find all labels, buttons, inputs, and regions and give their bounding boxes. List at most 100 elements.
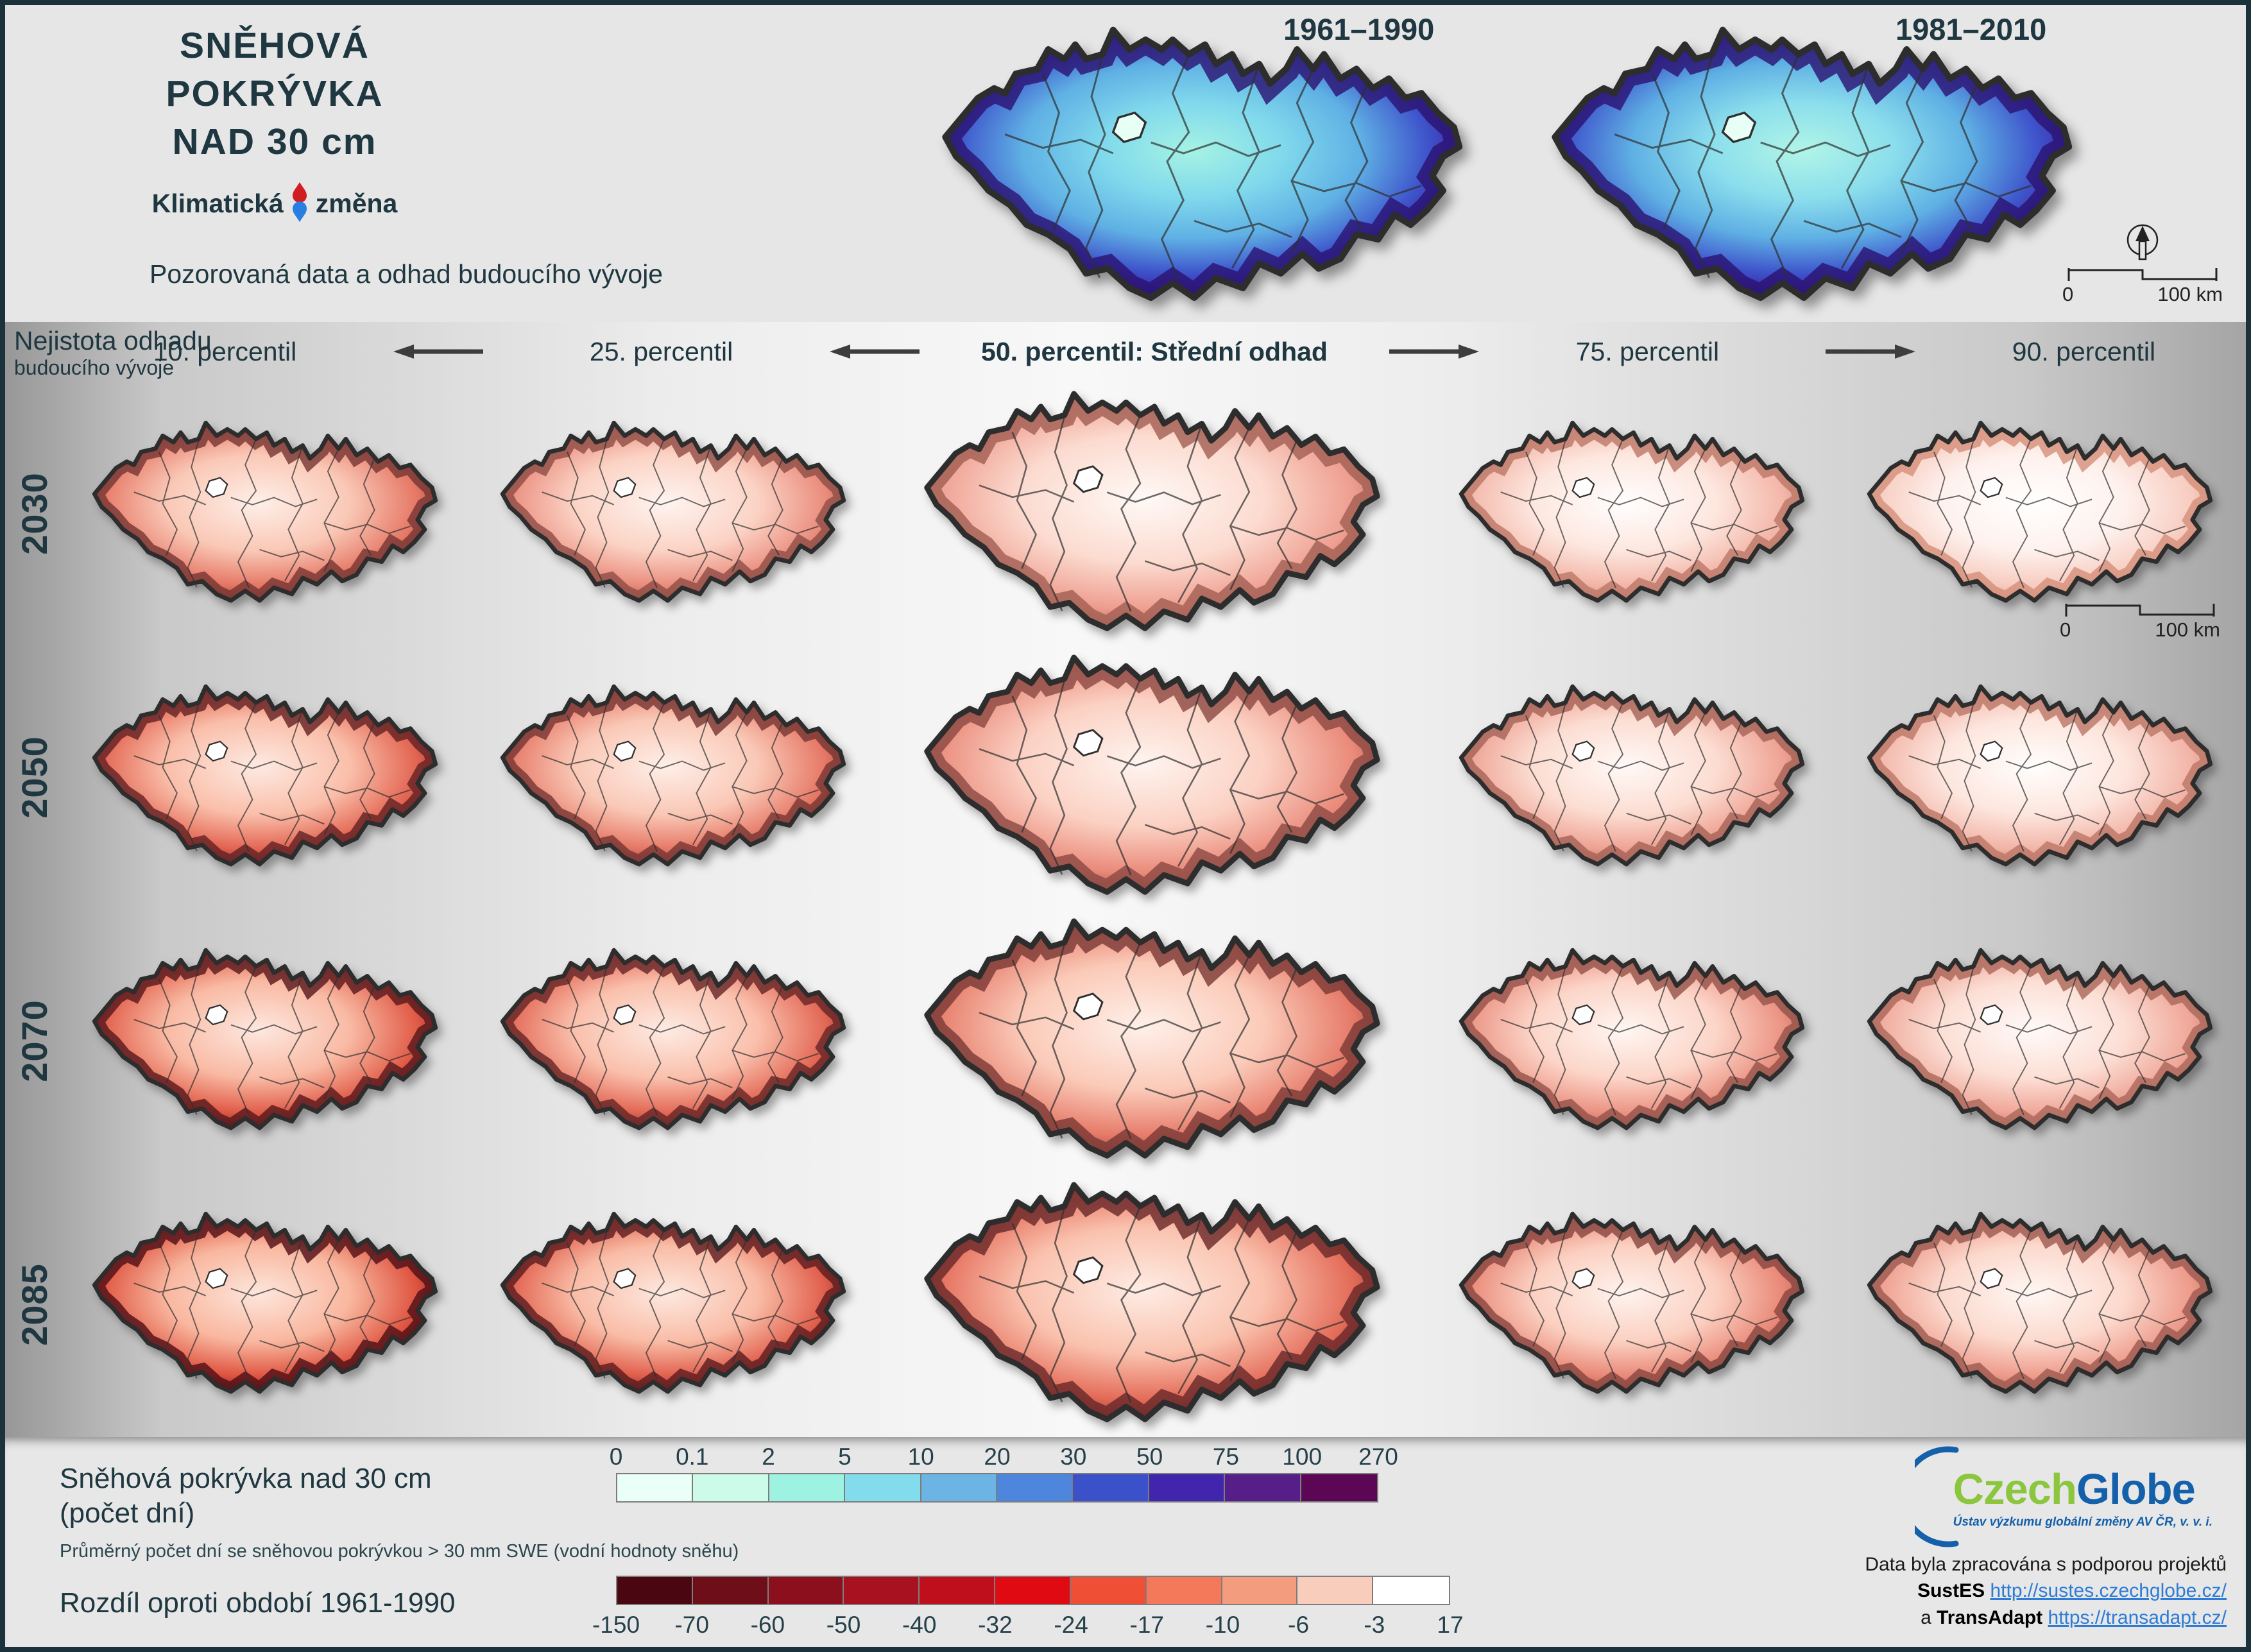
tick-label: -32 — [978, 1612, 1013, 1638]
snow-colorbar — [616, 1473, 1378, 1503]
arrow-right-icon — [1389, 345, 1480, 359]
color-segment — [1297, 1577, 1374, 1604]
credits-line1: Data byla zpracována s podporou projektů — [1865, 1554, 2227, 1575]
czechglobe-arc-icon — [1914, 1446, 1959, 1547]
page-title-line1: SNĚHOVÁ POKRÝVKA — [166, 25, 384, 115]
tick-label: 0 — [609, 1443, 623, 1470]
tick-label: 20 — [984, 1443, 1011, 1470]
tick-label: 2 — [762, 1443, 775, 1470]
czechglobe-word1: Czech — [1953, 1465, 2077, 1513]
arrow-right-icon — [1826, 345, 1916, 359]
scalebar-grid: 0 100 km — [2060, 603, 2220, 642]
transadapt-label: TransAdapt — [1937, 1606, 2043, 1628]
header: SNĚHOVÁ POKRÝVKA NAD 30 cm Klimatická zm… — [5, 5, 2246, 322]
map-1981-2010 — [1544, 15, 2085, 318]
czech-map-2085-75-percentil — [1459, 1211, 1805, 1394]
color-segment — [997, 1474, 1074, 1501]
percentile-arrow — [387, 343, 499, 360]
czech-map-2030-75-percentil — [1459, 420, 1805, 603]
sustes-link[interactable]: http://sustes.czechglobe.cz/ — [1990, 1580, 2227, 1602]
uncertainty-line1: Nejistota odhadu — [14, 326, 212, 355]
year-label-2050: 2050 — [13, 736, 55, 819]
row-label-cell: 2030 — [5, 381, 63, 646]
drop-icon — [290, 181, 309, 226]
snow-legend-title-line2: (počet dní) — [60, 1497, 195, 1529]
tick-label: 30 — [1060, 1443, 1087, 1470]
diff-legend-title: Rozdíl oproti období 1961-1990 — [60, 1587, 456, 1619]
color-segment — [995, 1577, 1071, 1604]
map-cell-2050-p90 — [1838, 645, 2246, 910]
tick-label: -3 — [1364, 1612, 1385, 1638]
snow-legend-title-line1: Sněhová pokrývka nad 30 cm — [60, 1463, 432, 1494]
czechglobe-subtitle: Ústav výzkumu globální změny AV ČR, v. v… — [1953, 1515, 2212, 1529]
map-cell-2070-p50 — [879, 908, 1430, 1173]
map-cell-2030-p50 — [879, 381, 1430, 646]
sustes-label: SustES — [1917, 1580, 1985, 1602]
tick-label: -40 — [902, 1612, 937, 1638]
czech-map-1961–1990 — [942, 26, 1463, 302]
color-segment — [769, 1474, 846, 1501]
map-cell-2070-p75 — [1430, 908, 1838, 1173]
scalebar-icon — [2067, 268, 2218, 281]
tick-label: -150 — [592, 1612, 640, 1638]
map-row-2070: 2070 — [5, 908, 2246, 1172]
map-cell-2050-p50 — [879, 645, 1430, 910]
column-header-75-percentil: 75. percentil — [1575, 336, 1720, 366]
czech-map-2070-10-percentil — [92, 948, 438, 1130]
north-arrow-icon — [2127, 224, 2159, 260]
page-title-line2: NAD 30 cm — [172, 121, 377, 163]
tick-label: 75 — [1212, 1443, 1239, 1470]
czech-map-1981–2010 — [1552, 26, 2073, 302]
year-label-2070: 2070 — [13, 1000, 55, 1082]
transadapt-link[interactable]: https://transadapt.cz/ — [2048, 1606, 2227, 1628]
column-header-50-percentil-st-edn-odhad: 50. percentil: Střední odhad — [981, 336, 1328, 366]
percentile-arrow — [823, 343, 936, 360]
map-cell-2070-p10 — [63, 908, 471, 1173]
scalebar-100km: 100 km — [2155, 618, 2220, 641]
map-cell-2085-p25 — [471, 1172, 879, 1437]
czech-map-2070-50-percentil — [924, 918, 1380, 1159]
a-label: a — [1921, 1606, 1931, 1628]
uncertainty-caption: Nejistota odhadu budoucího vývoje — [14, 326, 212, 380]
diff-legend-ticks: -150 -70 -60 -50 -40 -32 -24 -17 -10 -6 -3 17 — [592, 1612, 1464, 1638]
color-segment — [845, 1474, 921, 1501]
czech-map-2070-90-percentil — [1867, 948, 2213, 1130]
row-label-cell: 2050 — [5, 645, 63, 910]
color-segment — [1301, 1474, 1377, 1501]
color-segment — [921, 1474, 997, 1501]
czech-map-2070-75-percentil — [1459, 948, 1805, 1130]
scalebar-icon — [2065, 604, 2215, 617]
czech-map-2050-25-percentil — [500, 684, 846, 867]
compass-and-scalebar: 0 100 km — [2062, 222, 2223, 306]
czech-map-2085-90-percentil — [1867, 1211, 2213, 1394]
year-label-2085: 2085 — [13, 1263, 55, 1346]
tick-label: 17 — [1437, 1612, 1464, 1638]
percentile-arrow — [1810, 343, 1922, 360]
map-cell-2030-p10 — [63, 381, 471, 646]
map-1961-1990 — [934, 15, 1476, 318]
color-segment — [1373, 1577, 1449, 1604]
tick-label: 0.1 — [676, 1443, 709, 1470]
map-cell-2085-p50 — [879, 1172, 1430, 1437]
color-segment — [693, 1474, 769, 1501]
legend-footer: Sněhová pokrývka nad 30 cm (počet dní) P… — [5, 1437, 2246, 1647]
map-cell-2050-p25 — [471, 645, 879, 910]
map-row-2085: 2085 — [5, 1172, 2246, 1436]
scalebar-header: 0 100 km — [2062, 268, 2223, 306]
color-segment — [920, 1577, 996, 1604]
map-row-2050: 2050 — [5, 645, 2246, 908]
arrow-left-icon — [829, 345, 920, 359]
map-cell-2030-p90 — [1838, 381, 2246, 646]
map-cell-2030-p25 — [471, 381, 879, 646]
map-cell-2050-p75 — [1430, 645, 1838, 910]
czech-map-2030-25-percentil — [500, 420, 846, 603]
color-segment — [1222, 1577, 1298, 1604]
year-label-2030: 2030 — [13, 472, 55, 555]
tick-label: -24 — [1054, 1612, 1088, 1638]
subtitle: Pozorovaná data a odhad budoucího vývoje — [150, 259, 663, 289]
matrix-body: 2030 2050 2070 2085 — [5, 381, 2246, 1436]
logo-word1: Klimatická — [151, 188, 284, 218]
title-block: SNĚHOVÁ POKRÝVKA NAD 30 cm Klimatická zm… — [82, 22, 467, 226]
color-segment — [617, 1474, 694, 1501]
